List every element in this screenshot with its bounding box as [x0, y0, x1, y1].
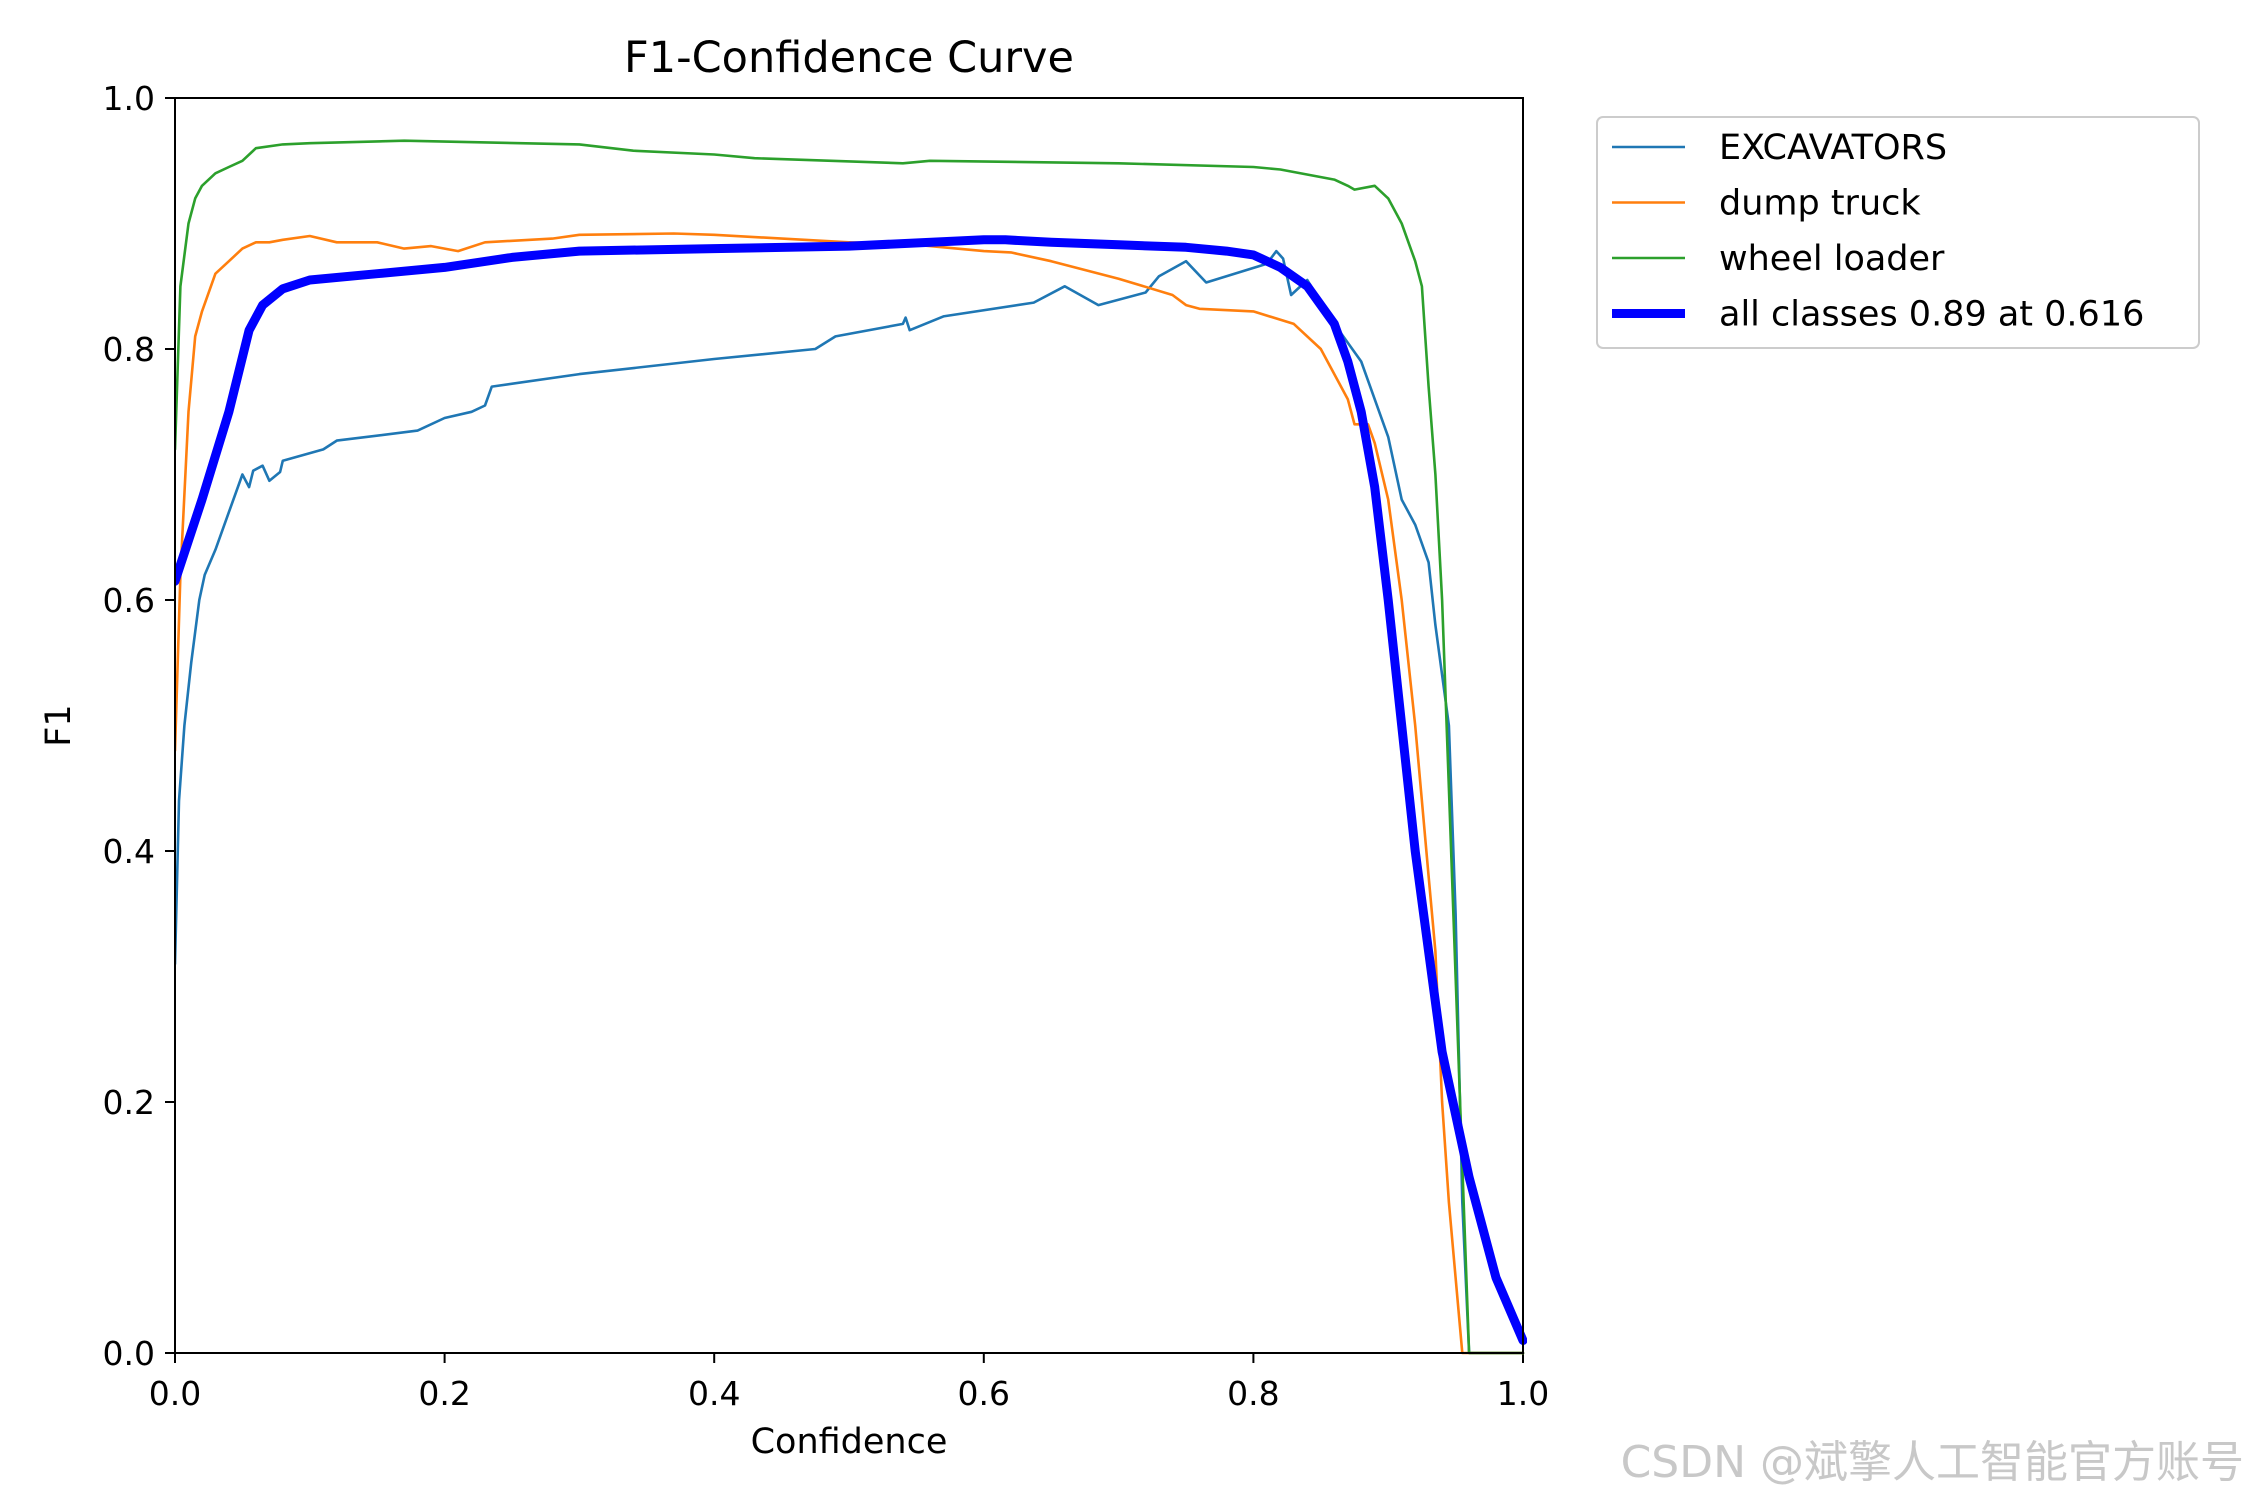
y-tick-label: 0.2 [103, 1083, 155, 1122]
y-tick-label: 0.6 [103, 581, 155, 620]
plot-frame [174, 97, 1524, 1354]
x-tick-label: 0.6 [958, 1374, 1010, 1413]
x-tick-label: 0.8 [1227, 1374, 1279, 1413]
series-line-2 [175, 139, 1525, 1355]
y-tick-label: 1.0 [103, 79, 155, 118]
y-axis-label: F1 [39, 704, 79, 746]
series-line-1 [175, 232, 1525, 1355]
x-tick-label: 1.0 [1497, 1374, 1549, 1413]
x-tick-label: 0.0 [149, 1374, 201, 1413]
y-tick-label: 0.0 [103, 1334, 155, 1373]
y-tick-label: 0.4 [103, 832, 155, 871]
csdn-watermark: CSDN @斌擎人工智能官方账号 [1620, 1437, 2244, 1488]
x-tick-label: 0.2 [418, 1374, 470, 1413]
x-tick-label: 0.4 [688, 1374, 740, 1413]
legend-label-0: EXCAVATORS [1719, 128, 1947, 168]
x-axis-label: Confidence [751, 1422, 948, 1462]
y-tick-label: 0.8 [103, 330, 155, 369]
legend-box [1596, 116, 2200, 349]
chart-title: F1-Confidence Curve [624, 33, 1074, 83]
legend-label-1: dump truck [1719, 184, 1921, 224]
legend-label-2: wheel loader [1719, 239, 1945, 279]
legend-label-3: all classes 0.89 at 0.616 [1719, 295, 2144, 335]
series-line-0 [175, 249, 1525, 1355]
series-line-3 [175, 235, 1527, 1345]
